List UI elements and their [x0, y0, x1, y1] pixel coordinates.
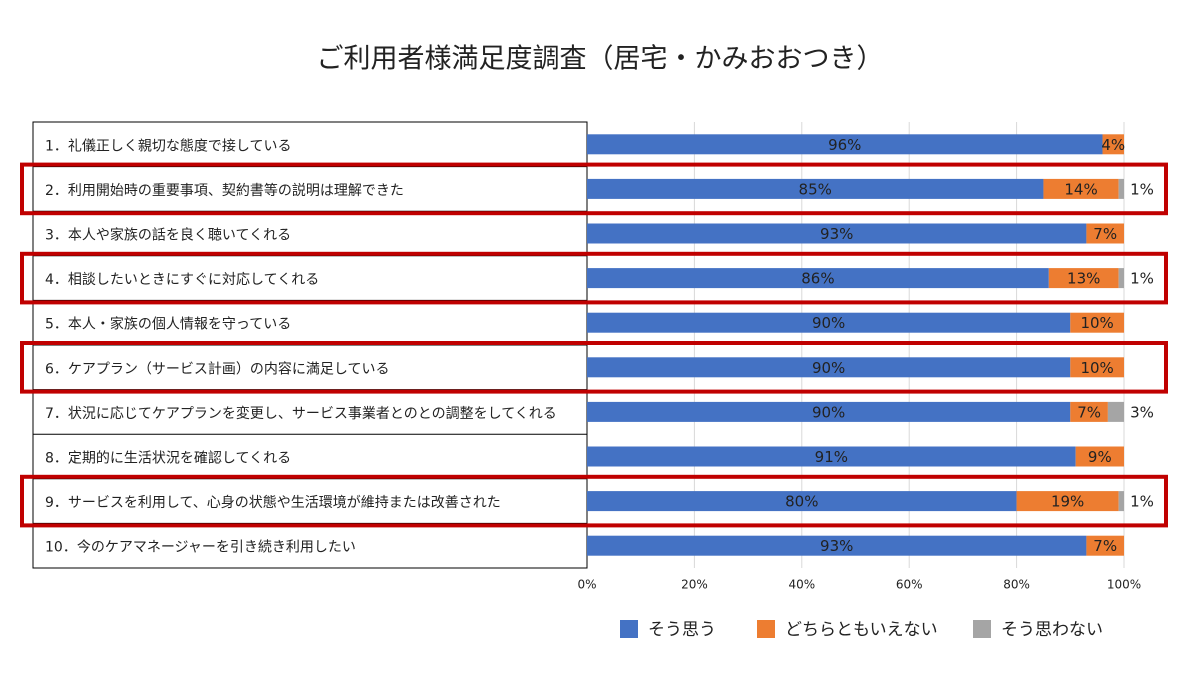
category-label: 2．利用開始時の重要事項、契約書等の説明は理解できた — [45, 182, 404, 199]
category-label: 1．礼儀正しく親切な態度で接している — [45, 137, 292, 154]
highlight-box — [20, 474, 1168, 528]
bar-segment — [1118, 268, 1124, 289]
legend-swatch — [620, 620, 638, 638]
category-label: 4．相談したいときにすぐに対応してくれる — [45, 272, 319, 288]
x-tick-label: 20% — [681, 578, 708, 592]
bar-segment — [587, 491, 1017, 512]
value-label: 10% — [1080, 314, 1113, 332]
bar-segment — [587, 446, 1076, 467]
bar-segment — [587, 535, 1087, 556]
value-label: 7% — [1093, 537, 1117, 555]
category-label: 10．今のケアマネージャーを引き続き利用したい — [45, 539, 356, 556]
x-tick-label: 0% — [577, 578, 596, 592]
legend-swatch — [973, 620, 991, 638]
highlight-box — [20, 162, 1168, 216]
category-label: 9．サービスを利用して、心身の状態や生活環境が維持または改善された — [45, 495, 501, 511]
bar-segment — [587, 357, 1071, 378]
bar-segment — [1107, 401, 1124, 422]
bar-segment — [1086, 223, 1124, 244]
category-label: 5．本人・家族の個人情報を守っている — [45, 316, 291, 333]
value-label: 1% — [1130, 270, 1154, 288]
value-label: 90% — [812, 403, 845, 421]
highlight-box — [20, 341, 1168, 394]
bar-segment — [1118, 178, 1124, 199]
value-label: 1% — [1130, 180, 1154, 198]
category-label: 7．状況に応じてケアプランを変更し、サービス事業者とのとの調整をしてくれる — [45, 405, 557, 422]
legend-label: そう思う — [648, 620, 716, 640]
bar-segment — [1118, 491, 1124, 512]
chart-title: ご利用者様満足度調査（居宅・かみおおつき） — [317, 44, 884, 75]
value-label: 14% — [1064, 180, 1097, 198]
value-label: 1% — [1130, 493, 1154, 511]
bar-segment — [1070, 312, 1124, 333]
category-label: 8．定期的に生活状況を確認してくれる — [45, 451, 291, 467]
legend-swatch — [757, 620, 775, 638]
value-label: 80% — [785, 493, 818, 511]
bar-segment — [1102, 134, 1124, 155]
legend-label: どちらともいえない — [785, 620, 938, 640]
value-label: 86% — [801, 270, 834, 288]
value-label: 93% — [820, 225, 853, 243]
bar-segment — [1048, 268, 1119, 289]
x-tick-label: 80% — [1003, 578, 1030, 592]
legend-label: そう思わない — [1001, 620, 1103, 640]
bar-segment — [1043, 178, 1119, 199]
value-label: 4% — [1101, 136, 1125, 154]
bar-segment — [587, 223, 1087, 244]
highlight-box — [20, 251, 1168, 305]
value-label: 13% — [1067, 270, 1100, 288]
bar-segment — [1070, 357, 1124, 378]
value-label: 90% — [812, 359, 845, 377]
bar-segment — [587, 268, 1049, 289]
value-label: 3% — [1130, 403, 1154, 421]
value-label: 19% — [1051, 493, 1084, 511]
value-label: 91% — [815, 448, 848, 466]
bar-segment — [1075, 446, 1124, 467]
bar-segment — [1086, 535, 1124, 556]
x-tick-label: 60% — [896, 578, 923, 592]
value-label: 96% — [828, 136, 861, 154]
bar-segment — [587, 401, 1071, 422]
bar-segment — [587, 312, 1071, 333]
category-label: 3．本人や家族の話を良く聴いてくれる — [45, 227, 291, 244]
x-tick-label: 40% — [788, 578, 815, 592]
value-label: 93% — [820, 537, 853, 555]
x-tick-label: 100% — [1107, 578, 1141, 592]
value-label: 7% — [1093, 225, 1117, 243]
bar-segment — [587, 178, 1044, 199]
category-label: 6．ケアプラン（サービス計画）の内容に満足している — [45, 360, 390, 377]
value-label: 90% — [812, 314, 845, 332]
bar-segment — [1016, 491, 1119, 512]
value-label: 10% — [1080, 359, 1113, 377]
bar-segment — [1070, 401, 1108, 422]
value-label: 7% — [1077, 403, 1101, 421]
value-label: 9% — [1088, 448, 1112, 466]
value-label: 85% — [799, 180, 832, 198]
bar-segment — [587, 134, 1103, 155]
